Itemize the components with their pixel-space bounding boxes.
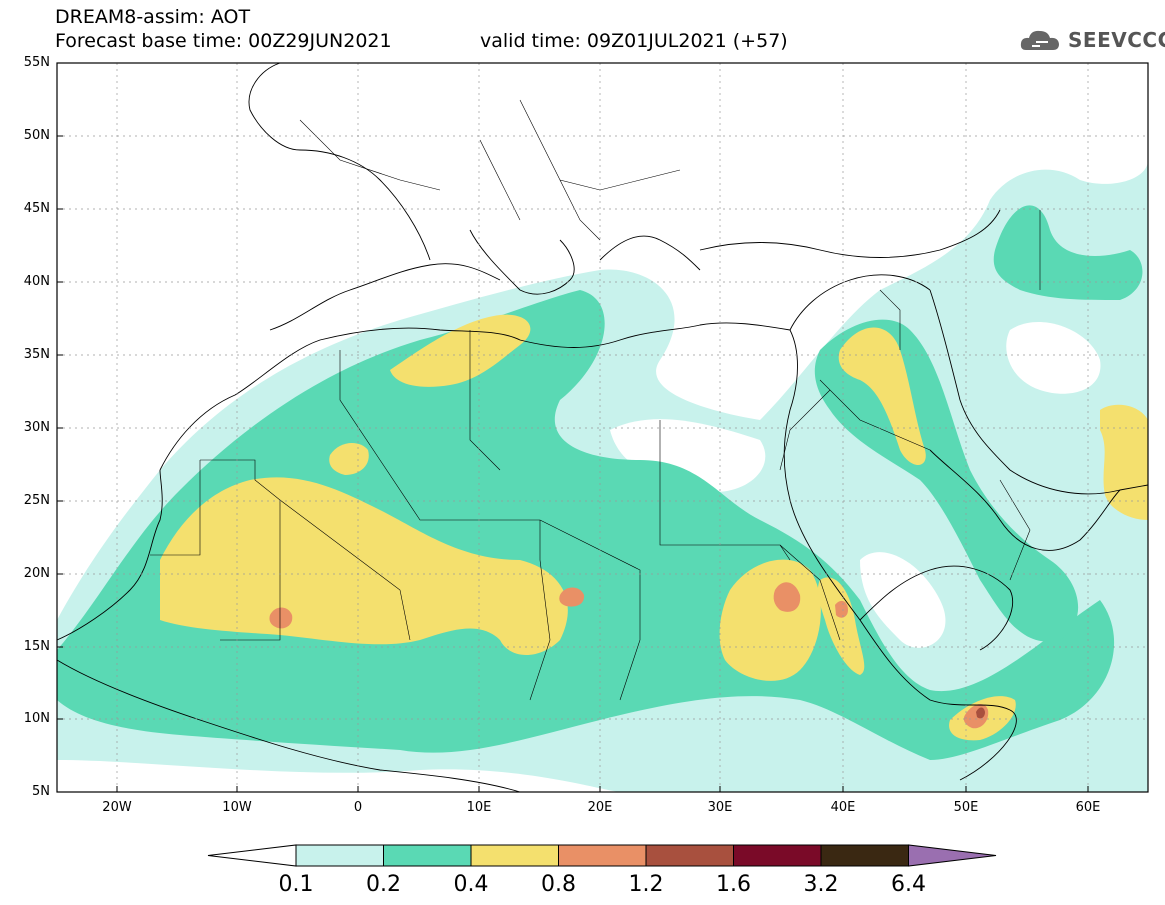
- lat-label: 10N: [23, 711, 50, 726]
- lat-label: 35N: [23, 347, 50, 362]
- colorbar-bin-3: [470, 844, 559, 867]
- aot-contour-0.4-gulf: [1100, 404, 1148, 520]
- lat-label: 20N: [23, 566, 50, 581]
- aot-contour-0.4-west: [160, 477, 568, 655]
- lat-label: 25N: [23, 493, 50, 508]
- lat-label: 40N: [23, 274, 50, 289]
- lon-label: 0: [353, 800, 363, 815]
- aot-contour-0.8-mali: [269, 607, 293, 629]
- aot-contour-0.2-caucasus: [993, 205, 1143, 300]
- model-title: DREAM8-assim: AOT: [55, 6, 251, 28]
- colorbar-label: 1.6: [716, 872, 751, 897]
- aot-hole-arabia: [860, 552, 946, 648]
- colorbar-label: 3.2: [803, 872, 839, 897]
- colorbar-high-arrow: [908, 844, 997, 867]
- aot-contour-0.4-redsea: [817, 577, 865, 675]
- colorbar-label: 1.2: [628, 872, 664, 897]
- graticule: [57, 63, 1148, 792]
- lat-label: 50N: [23, 128, 50, 143]
- colorbar-bin-6: [733, 844, 822, 867]
- lat-label: 30N: [23, 420, 50, 435]
- valid-time: valid time: 09Z01JUL2021 (+57): [480, 30, 788, 52]
- aot-contour-0.8-chad: [559, 587, 585, 607]
- axis-ticks: [57, 135, 1089, 792]
- colorbar-label: 0.1: [278, 872, 314, 897]
- base-time: Forecast base time: 00Z29JUN2021: [55, 30, 392, 52]
- lon-label: 30E: [707, 800, 733, 815]
- colorbar-bin-5: [645, 844, 734, 867]
- colorbar: [207, 844, 997, 867]
- lon-label: 40E: [830, 800, 856, 815]
- lat-label: 5N: [32, 784, 50, 799]
- aot-contour-1.2-somalia: [976, 707, 985, 719]
- coastlines: [57, 63, 1148, 792]
- colorbar-label: 0.4: [453, 872, 489, 897]
- logo-text: SEEVCCC: [1068, 28, 1165, 52]
- lat-label: 55N: [23, 55, 50, 70]
- colorbar-label: 6.4: [891, 872, 926, 897]
- lon-label: 50E: [953, 800, 979, 815]
- colorbar-label: 0.2: [366, 872, 401, 897]
- colorbar-bin-7: [820, 844, 909, 867]
- colorbar-bin-2: [383, 844, 472, 867]
- colorbar-low-arrow: [207, 844, 297, 867]
- lat-label: 45N: [23, 201, 50, 216]
- colorbar-bin-1: [295, 844, 384, 867]
- lon-label: 20E: [587, 800, 613, 815]
- cloud-icon: [1020, 30, 1059, 50]
- colorbar-bin-4: [558, 844, 647, 867]
- lon-label: 20W: [102, 800, 132, 815]
- aot-contour-0.8-sudan: [773, 582, 801, 612]
- lon-label: 60E: [1075, 800, 1101, 815]
- aot-fields: [57, 160, 1148, 792]
- lat-label: 15N: [23, 639, 50, 654]
- aot-hole-iran: [1006, 321, 1101, 394]
- lon-label: 10W: [222, 800, 252, 815]
- colorbar-label: 0.8: [541, 872, 576, 897]
- aot-contour-0.8-eritrea: [835, 600, 848, 618]
- lon-label: 10E: [466, 800, 492, 815]
- aot-contour-0.4-algeria: [329, 443, 369, 475]
- aot-contour-0.4-iraq: [838, 327, 926, 465]
